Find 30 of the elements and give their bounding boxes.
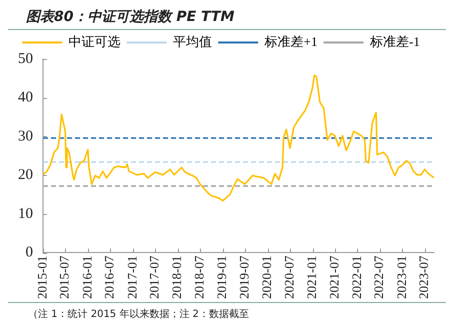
y-tick-label: 0 <box>26 244 33 261</box>
x-tick-label: 2018-07 <box>191 255 206 300</box>
x-tick-label: 2022-07 <box>371 255 386 300</box>
x-tick-label: 2017-07 <box>146 255 162 300</box>
x-tick-label: 2019-07 <box>236 255 252 300</box>
x-tick-label: 2019-01 <box>214 256 230 300</box>
x-tick-label: 2015-01 <box>34 256 50 300</box>
y-tick-label: 50 <box>18 50 33 67</box>
y-tick-label: 10 <box>18 206 33 222</box>
x-tick-label: 2017-01 <box>124 256 140 300</box>
legend-label: 平均值 <box>173 34 212 49</box>
x-tick-label: 2021-07 <box>326 255 342 300</box>
x-tick-label: 2020-01 <box>259 256 274 300</box>
x-tick-label: 2023-07 <box>416 255 432 300</box>
x-tick-label: 2015-07 <box>56 255 72 300</box>
chart-title: 图表80：中证可选指数 PE TTM <box>8 8 446 30</box>
x-tick-label: 2016-07 <box>102 255 117 300</box>
x-tick-label: 2021-01 <box>304 256 320 300</box>
x-tick-label: 2016-01 <box>79 256 94 300</box>
x-tick-label: 2020-07 <box>281 255 296 300</box>
y-tick-label: 30 <box>18 128 33 144</box>
legend-label: 标准差-1 <box>369 34 420 49</box>
y-tick-label: 20 <box>18 167 33 184</box>
text: （注 1：统计 2015 年以来数据；注 2：数据截至 <box>8 302 446 321</box>
y-tick-label: 40 <box>18 90 33 106</box>
x-tick-label: 2018-01 <box>169 256 184 300</box>
x-tick-label: 2023-01 <box>394 256 409 300</box>
legend-label: 标准差+1 <box>264 34 318 49</box>
legend-label: 中证可选 <box>68 34 121 49</box>
x-tick-label: 2022-01 <box>348 256 364 300</box>
